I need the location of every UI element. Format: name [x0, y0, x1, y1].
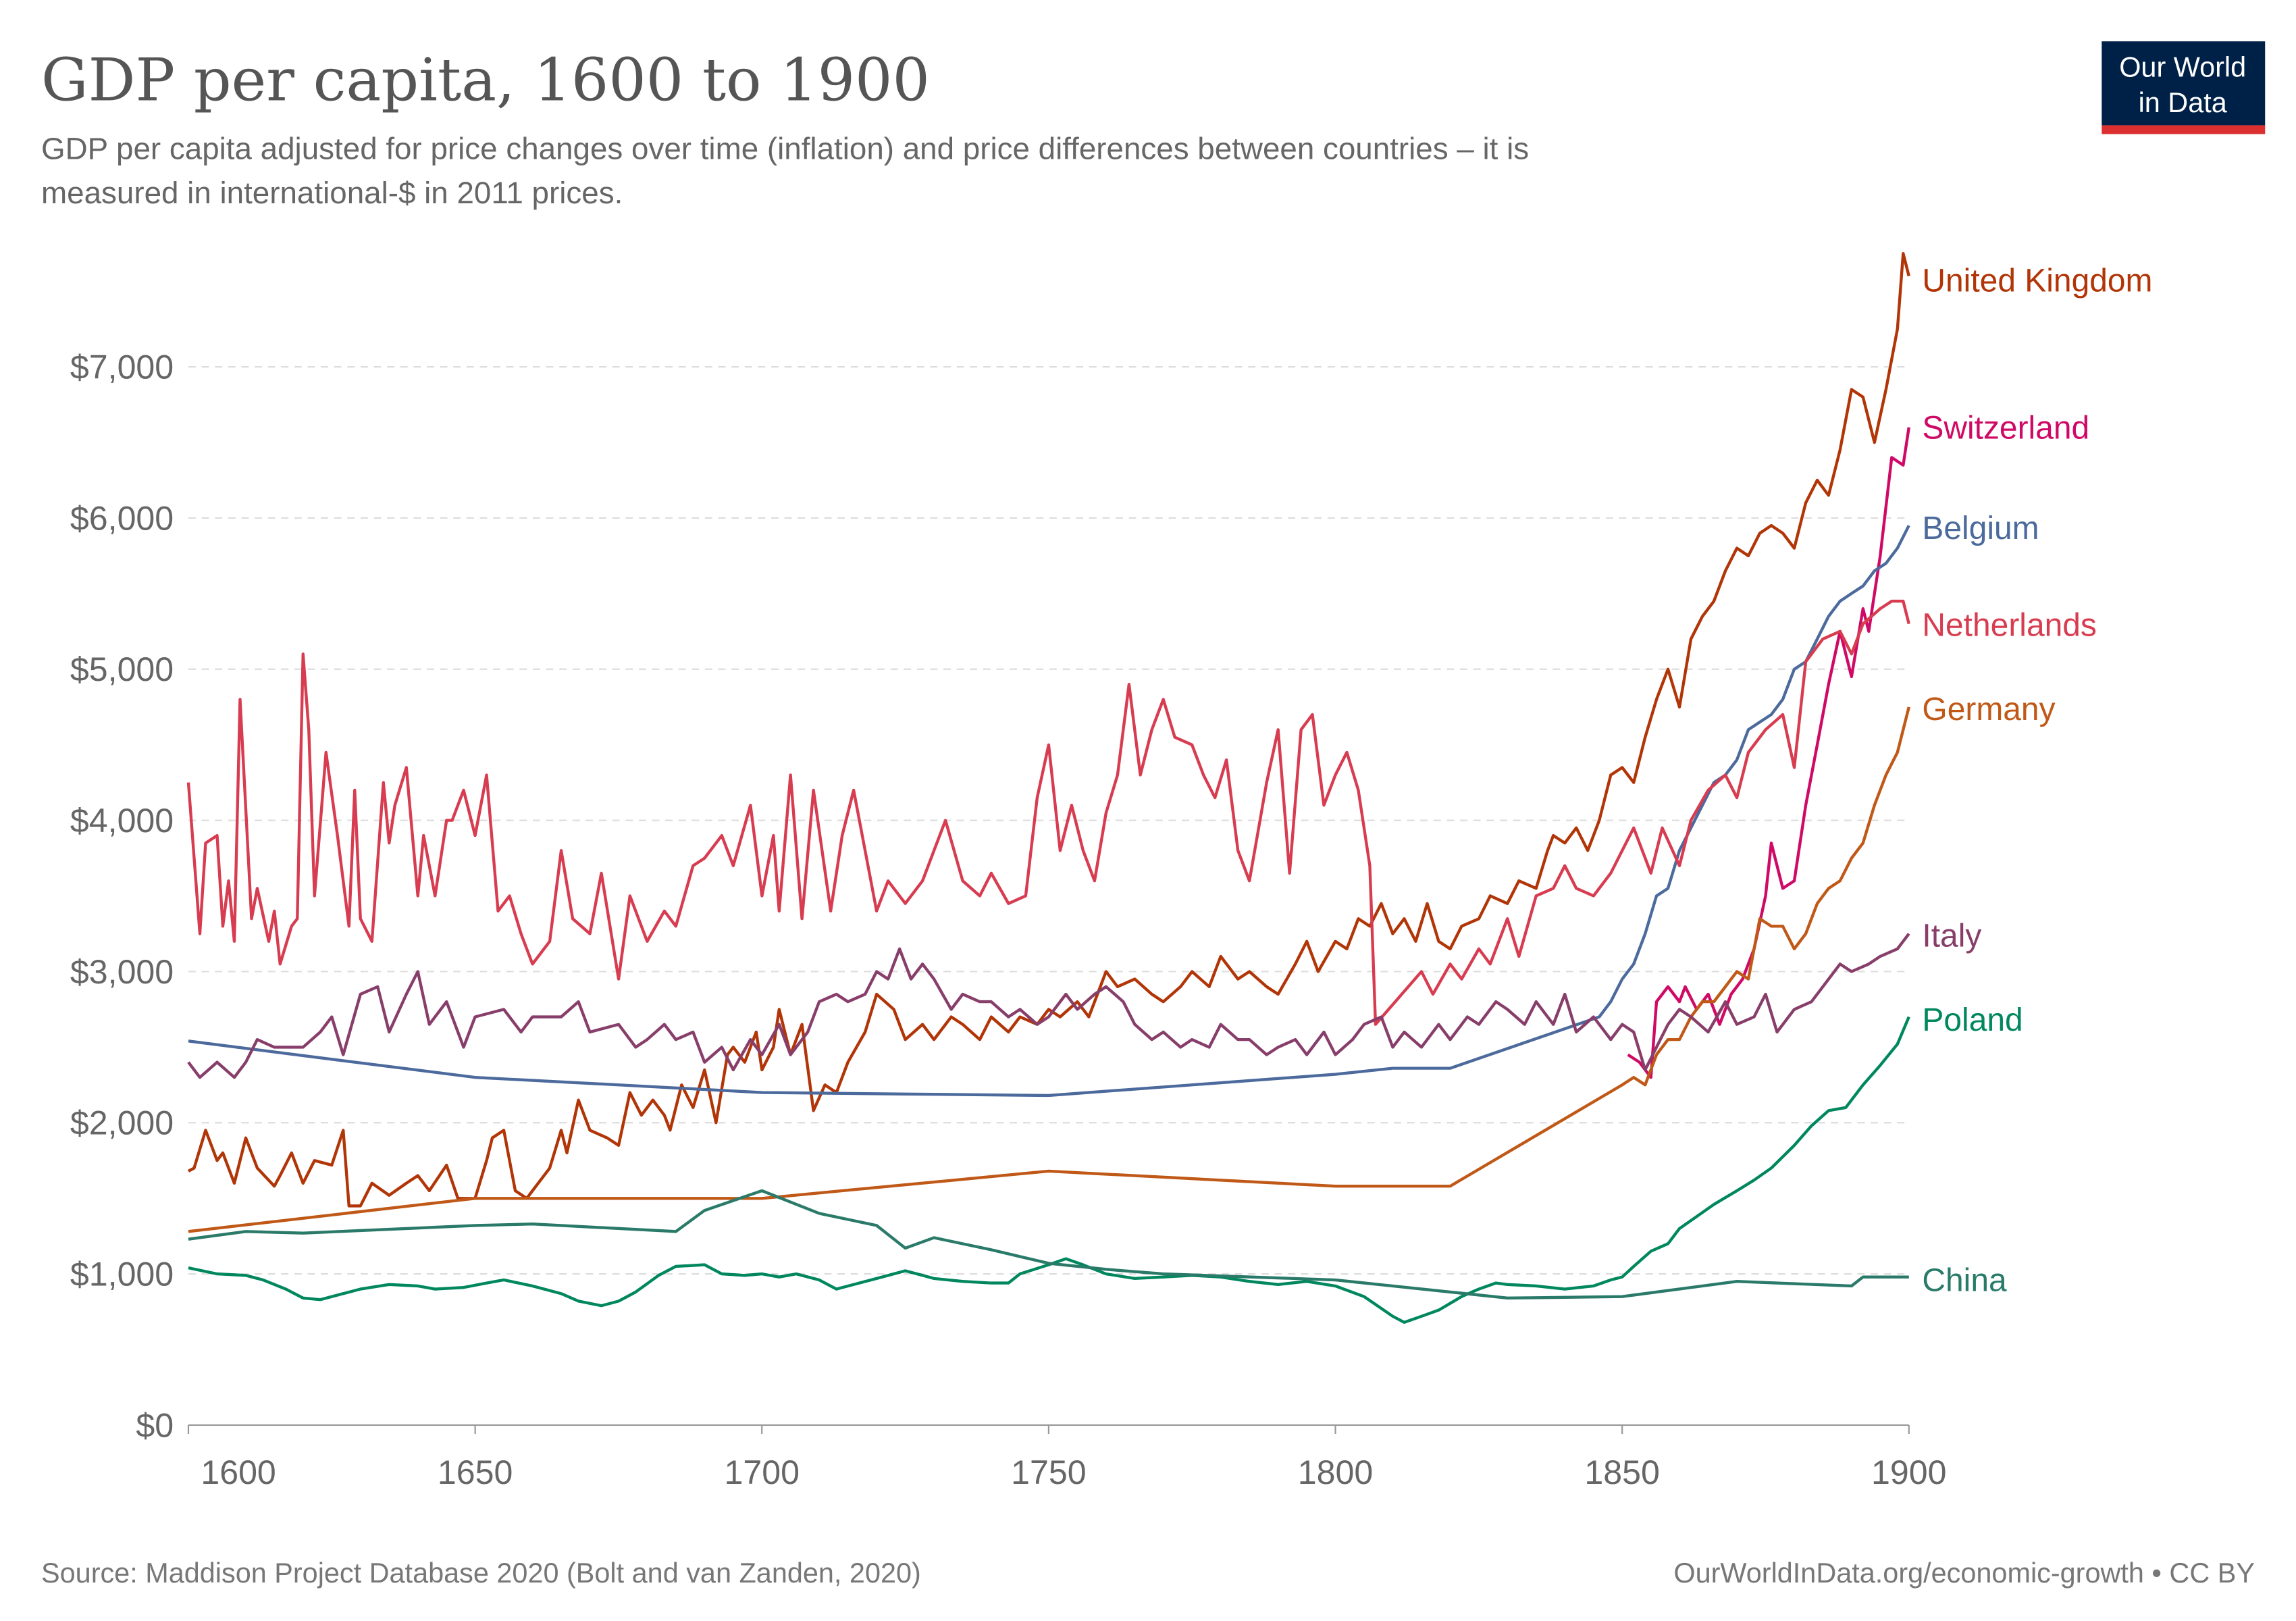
series-label-belgium[interactable]: Belgium — [1922, 511, 2039, 546]
x-tick-label: 1750 — [1011, 1453, 1086, 1491]
x-tick-label: 1700 — [725, 1453, 800, 1491]
x-tick-label: 1900 — [1871, 1453, 1946, 1491]
logo-text-line1: Our World — [2119, 52, 2246, 83]
series-label-poland[interactable]: Poland — [1922, 1002, 2023, 1038]
series-line-switzerland[interactable] — [1627, 427, 1910, 1079]
y-tick-label: $1,000 — [70, 1256, 174, 1293]
chart-subtitle-line1: GDP per capita adjusted for price change… — [41, 132, 1529, 166]
license-link[interactable]: OurWorldInData.org/economic-growth • CC … — [1673, 1558, 2255, 1589]
y-axis: $0 $1,000 $2,000 $3,000 $4,000 $5,000 $6,000 $7… — [70, 349, 174, 1445]
series-label-switzerland[interactable]: Switzerland — [1922, 411, 2089, 446]
y-tick-label: $7,000 — [70, 349, 174, 386]
series-label-italy[interactable]: Italy — [1922, 919, 1981, 954]
series-label-netherlands[interactable]: Netherlands — [1922, 608, 2096, 644]
x-tick-label: 1800 — [1298, 1453, 1373, 1491]
x-tick-label: 1650 — [438, 1453, 513, 1491]
series-line-china[interactable] — [188, 1189, 1909, 1300]
y-tick-label: $2,000 — [70, 1104, 174, 1142]
x-axis: 1600 1650 1700 1750 1800 1850 1900 — [187, 1424, 1947, 1491]
source-note: Source: Maddison Project Database 2020 (… — [41, 1558, 921, 1589]
logo-accent-bar — [2102, 125, 2266, 134]
chart-subtitle-line2: measured in international-$ in 2011 pric… — [41, 176, 623, 210]
y-tick-label: $6,000 — [70, 499, 174, 537]
series-labels: United Kingdom Switzerland Belgium Netherla… — [1922, 263, 2152, 1299]
series-line-belgium[interactable] — [188, 525, 1910, 1098]
series-label-united-kingdom[interactable]: United Kingdom — [1922, 263, 2152, 299]
series-label-germany[interactable]: Germany — [1922, 692, 2055, 727]
series-lines — [186, 252, 1910, 1324]
y-tick-label: $0 — [136, 1406, 174, 1444]
series-line-netherlands[interactable] — [186, 599, 1910, 1026]
y-tick-label: $3,000 — [70, 953, 174, 991]
y-tick-label: $5,000 — [70, 650, 174, 688]
grid-lines — [188, 366, 1909, 1275]
logo-background — [2102, 41, 2266, 126]
chart-title: GDP per capita, 1600 to 1900 — [41, 45, 930, 114]
x-tick-label: 1850 — [1584, 1453, 1659, 1491]
series-line-germany[interactable] — [188, 706, 1910, 1233]
series-line-poland[interactable] — [188, 1016, 1910, 1324]
series-label-china[interactable]: China — [1922, 1263, 2007, 1299]
series-line-italy[interactable] — [187, 933, 1910, 1079]
logo-text-line2: in Data — [2139, 87, 2228, 118]
x-tick-label: 1600 — [201, 1453, 276, 1491]
y-tick-label: $4,000 — [70, 802, 174, 840]
owid-logo[interactable]: Our World in Data — [2102, 41, 2266, 134]
